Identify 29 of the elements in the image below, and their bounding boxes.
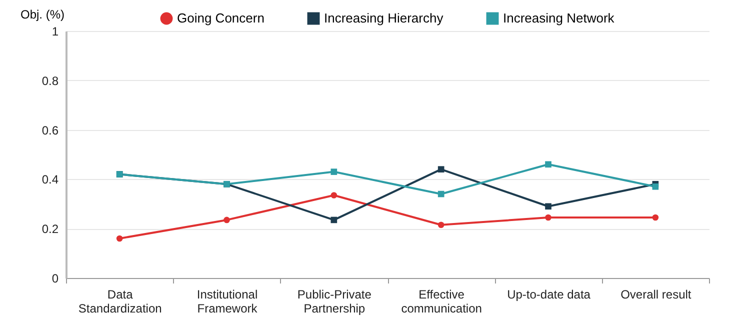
y-tick-label: 1 [52,24,59,38]
point [330,192,338,198]
point [545,214,552,221]
y-tick-label: 0.4 [42,172,59,187]
y-tick-label: 0.6 [42,123,59,138]
legend-label: Going Concern [177,10,264,26]
x-tick-label: Up-to-date data [507,288,591,302]
point [116,235,123,242]
y-tick-label: 0 [52,272,59,286]
point [224,216,230,224]
point [438,190,444,198]
point [545,161,552,168]
x-tick-label: Data Standardization [78,288,162,316]
x-tick-label: Institutional Framework [196,288,258,316]
x-tick-label: Overall result [620,288,692,302]
point [438,166,444,172]
point [652,214,659,221]
y-tick-label: 0.2 [42,222,59,236]
point [330,168,338,175]
x-tick-label: Public-Private Partnership [297,288,372,316]
point [652,183,659,190]
point [330,216,338,224]
point [438,222,444,228]
point [545,203,552,210]
legend-label: Increasing Network [503,10,615,26]
y-axis-title: Obj. (%) [20,8,65,22]
y-tick-label: 0.8 [42,74,59,88]
x-tick-label: Effective communication [401,288,482,316]
legend-label: Increasing Hierarchy [324,10,444,26]
